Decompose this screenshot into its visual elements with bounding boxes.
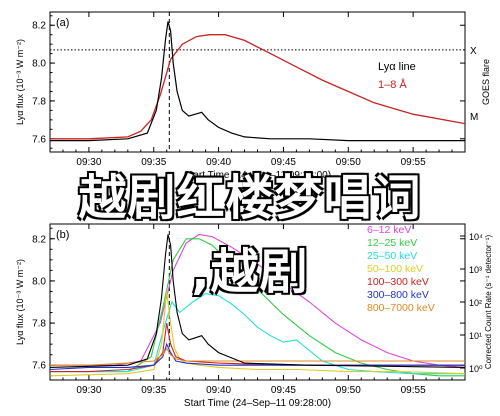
- x-tick-label: 09:40: [206, 385, 231, 396]
- series-line: [50, 238, 465, 377]
- count-axis-label: Corrected Count Rate (s⁻¹ detector⁻¹): [484, 235, 493, 370]
- x-tick-label: 09:35: [141, 385, 166, 396]
- series-line: [49, 234, 466, 368]
- x-tick-label: 09:50: [336, 385, 361, 396]
- panel-b: 7.6 7.8 8.0 8.2 09:30 09:35 09:40 09:45 09:50 09:…: [15, 223, 493, 409]
- x-tick-label: 09:55: [401, 385, 426, 396]
- panel-label: (b): [56, 229, 69, 241]
- legend-goes: 1–8 Å: [378, 78, 407, 91]
- y-tick-label: 7.8: [32, 319, 46, 330]
- y-tick-label: 8.2: [32, 21, 46, 32]
- legend-entry: 800–7000 keV: [367, 302, 435, 314]
- legend-entry: 100–300 keV: [367, 276, 429, 288]
- y-tick-label: 7.8: [32, 96, 46, 107]
- goes-class-label: X: [470, 46, 477, 57]
- y-axis-label: Lyα flux (10⁻³ W m⁻²): [15, 259, 25, 345]
- x-tick-label: 09:40: [206, 157, 231, 168]
- series-line: [49, 291, 466, 377]
- x-tick-label: 09:45: [271, 385, 296, 396]
- legend-entry: 6–12 keV: [367, 224, 411, 236]
- legend-entry: 300–800 keV: [367, 289, 429, 301]
- goes-axis-label: GOES flare: [481, 59, 491, 105]
- series-line: [50, 293, 465, 375]
- count-tick-label: 10⁰: [469, 364, 483, 374]
- legend-entry: 12–25 keV: [367, 237, 417, 249]
- series-line: [50, 347, 465, 366]
- legend-entry: 25–50 keV: [367, 250, 417, 262]
- count-tick-label: 10⁴: [469, 232, 483, 242]
- x-tick-label: 09:55: [401, 157, 426, 168]
- x-tick-label: 09:35: [141, 157, 166, 168]
- y-tick-label: 8.2: [32, 234, 46, 245]
- legend-lya: Lyα line: [378, 61, 416, 73]
- x-axis-label: Start Time (24–Sep–11 09:28:00): [184, 398, 331, 409]
- count-tick-label: 10²: [469, 298, 482, 308]
- y-tick-label: 7.6: [32, 134, 46, 145]
- y-tick-label: 7.6: [32, 361, 46, 372]
- overlay-title: 越剧红楼梦唱词: [78, 170, 422, 226]
- x-tick-label: 09:30: [76, 157, 101, 168]
- lya-line: [50, 21, 465, 142]
- legend-entry: 50–100 keV: [367, 263, 423, 275]
- panel-a: 7.6 7.8 8.0 8.2 09:30 09:35 09:40 09:45 09:50 09:…: [15, 11, 491, 181]
- y-axis-label: Lyα flux (10⁻³ W m⁻²): [15, 39, 25, 125]
- x-tick-label: 09:30: [76, 385, 101, 396]
- x-tick-label: 09:45: [271, 157, 296, 168]
- panel-label: (a): [56, 17, 69, 29]
- y-tick-label: 8.0: [32, 276, 46, 287]
- y-tick-label: 8.0: [32, 59, 46, 70]
- x-axis-label: Start Time (24–Sep–11 09:28:00): [184, 170, 331, 181]
- overlay-subtitle: ,越剧: [191, 244, 309, 300]
- goes-1-8-line: [50, 34, 466, 140]
- count-tick-label: 10³: [469, 265, 482, 275]
- goes-class-label: M: [470, 112, 478, 123]
- x-tick-label: 09:50: [336, 157, 361, 168]
- count-tick-label: 10¹: [469, 331, 482, 341]
